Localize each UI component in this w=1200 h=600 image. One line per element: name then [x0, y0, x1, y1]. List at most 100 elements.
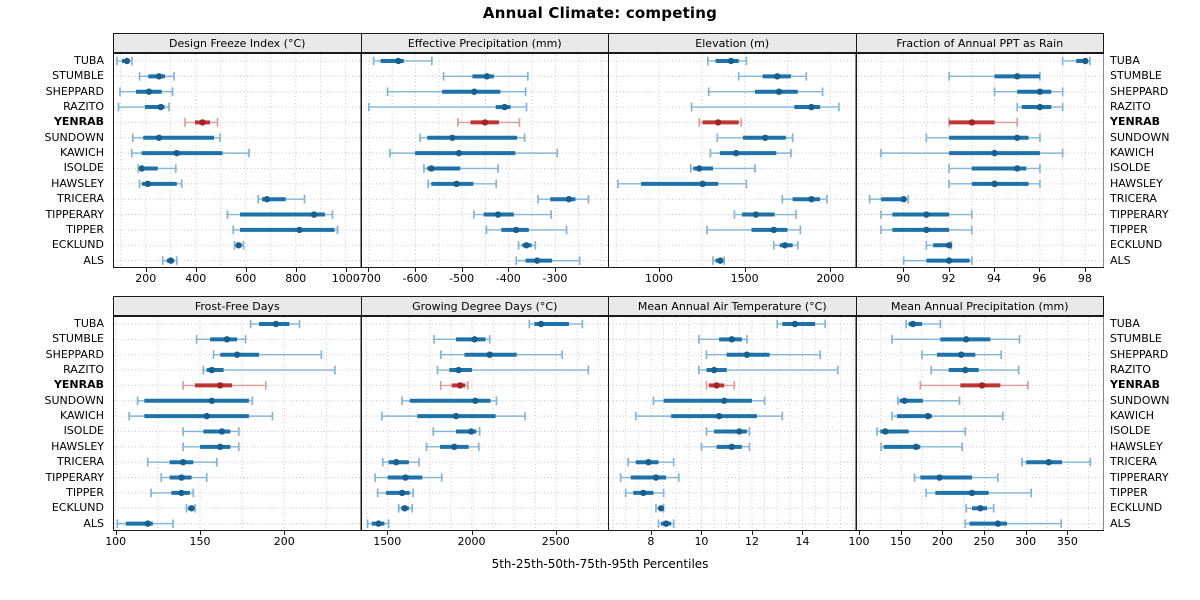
site-series — [119, 87, 174, 96]
x-tick-label: 100 — [105, 535, 127, 548]
site-label-right: TUBA — [1110, 53, 1140, 67]
x-tick-label: 98 — [1077, 272, 1092, 285]
x-tick-label: 92 — [941, 272, 956, 285]
x-tick-mark — [859, 531, 860, 535]
median-dot — [645, 459, 652, 466]
median-dot — [961, 366, 969, 374]
site-series — [232, 225, 339, 235]
x-tick-mark — [461, 268, 463, 272]
site-series — [890, 335, 1020, 344]
x-tick-mark — [948, 268, 950, 272]
site-series — [624, 488, 665, 498]
site-series — [655, 503, 665, 513]
median-dot — [935, 474, 943, 481]
median-dot — [1036, 88, 1043, 95]
site-series — [617, 179, 748, 189]
site-label-right: TIPPER — [1110, 222, 1148, 236]
site-label-right: TIPPERARY — [1110, 470, 1169, 484]
site-series — [366, 519, 389, 528]
site-label-right: ECKLUND — [1110, 238, 1163, 252]
site-label-right: SHEPPARD — [1110, 84, 1169, 98]
median-dot — [454, 366, 462, 374]
site-series — [116, 519, 174, 528]
site-series — [432, 335, 491, 344]
x-tick-mark — [900, 531, 902, 535]
median-dot — [968, 119, 975, 126]
site-series — [619, 473, 680, 482]
median-dot — [471, 397, 479, 404]
median-dot — [394, 57, 401, 65]
site-series — [138, 72, 175, 81]
x-tick-label: 12 — [744, 535, 759, 548]
site-series — [400, 396, 497, 406]
site-label-left: ECKLUND — [51, 501, 104, 515]
median-dot — [217, 443, 224, 451]
site-series — [472, 210, 552, 219]
median-dot — [732, 149, 740, 157]
median-dot — [223, 336, 231, 343]
median-dot — [235, 242, 242, 249]
site-label-right: TIPPER — [1110, 485, 1148, 499]
median-dot — [481, 119, 488, 126]
panel-title: Effective Precipitation (mm) — [407, 36, 562, 50]
median-dot — [138, 165, 145, 172]
x-tick-label: 150 — [890, 535, 912, 548]
site-series — [431, 427, 480, 436]
site-series — [925, 133, 1041, 143]
x-tick-label: 1500 — [373, 535, 402, 548]
panel-x-axis: 8 10 12 14 — [608, 531, 857, 551]
site-series — [706, 225, 802, 235]
site-label-right: TUBA — [1110, 316, 1140, 330]
site-series — [131, 133, 221, 143]
site-series — [130, 148, 250, 158]
median-dot — [1013, 73, 1020, 80]
panel-x-axis: 200 400 600 800 1000 — [113, 268, 362, 288]
site-label-right: YENRAB — [1110, 115, 1161, 129]
site-label-right: TRICERA — [1110, 192, 1157, 206]
x-tick-label: 8 — [647, 535, 655, 548]
site-label-left: HAWSLEY — [51, 439, 104, 453]
panel-strip: Design Freeze Index (°C) — [113, 33, 362, 53]
median-dot — [945, 257, 952, 264]
panel-strip: Frost-Free Days — [113, 296, 362, 316]
site-series — [924, 488, 1032, 498]
median-dot — [900, 397, 908, 404]
panel-plot — [608, 316, 857, 531]
x-tick-mark — [145, 268, 147, 272]
site-series — [182, 427, 240, 436]
site-label-left: TIPPER — [66, 222, 104, 236]
median-dot — [123, 57, 131, 65]
panel-plot — [855, 316, 1104, 531]
panel-x-axis: 90 92 94 96 98 — [856, 268, 1105, 288]
site-label-left: ECKLUND — [51, 238, 104, 252]
site-series — [397, 503, 413, 513]
site-series — [947, 72, 1041, 81]
x-tick-label: -600 — [402, 272, 428, 285]
panel-plot — [360, 53, 609, 268]
median-dot — [945, 242, 952, 249]
panel-svg — [608, 53, 857, 268]
x-tick-label: -400 — [495, 272, 521, 285]
site-series — [386, 87, 526, 96]
site-label-left: KAWICH — [59, 409, 104, 423]
site-label-right: ALS — [1110, 253, 1131, 267]
median-dot — [455, 149, 462, 157]
median-dot — [565, 196, 572, 203]
site-series — [536, 194, 589, 204]
x-tick-mark — [1025, 531, 1027, 535]
x-tick-mark — [802, 531, 804, 535]
site-label-right: SUNDOWN — [1110, 393, 1170, 407]
site-label-left: SHEPPARD — [45, 347, 104, 361]
median-dot — [450, 443, 458, 451]
x-tick-label: 200 — [931, 535, 953, 548]
median-dot — [178, 474, 185, 481]
site-label-right: YENRAB — [1110, 378, 1161, 392]
site-series — [698, 335, 748, 344]
panel-border — [855, 316, 1104, 531]
median-dot — [909, 320, 916, 328]
site-series — [904, 319, 941, 329]
median-dot — [736, 428, 743, 435]
site-series — [442, 72, 529, 81]
x-tick-mark — [751, 531, 753, 535]
